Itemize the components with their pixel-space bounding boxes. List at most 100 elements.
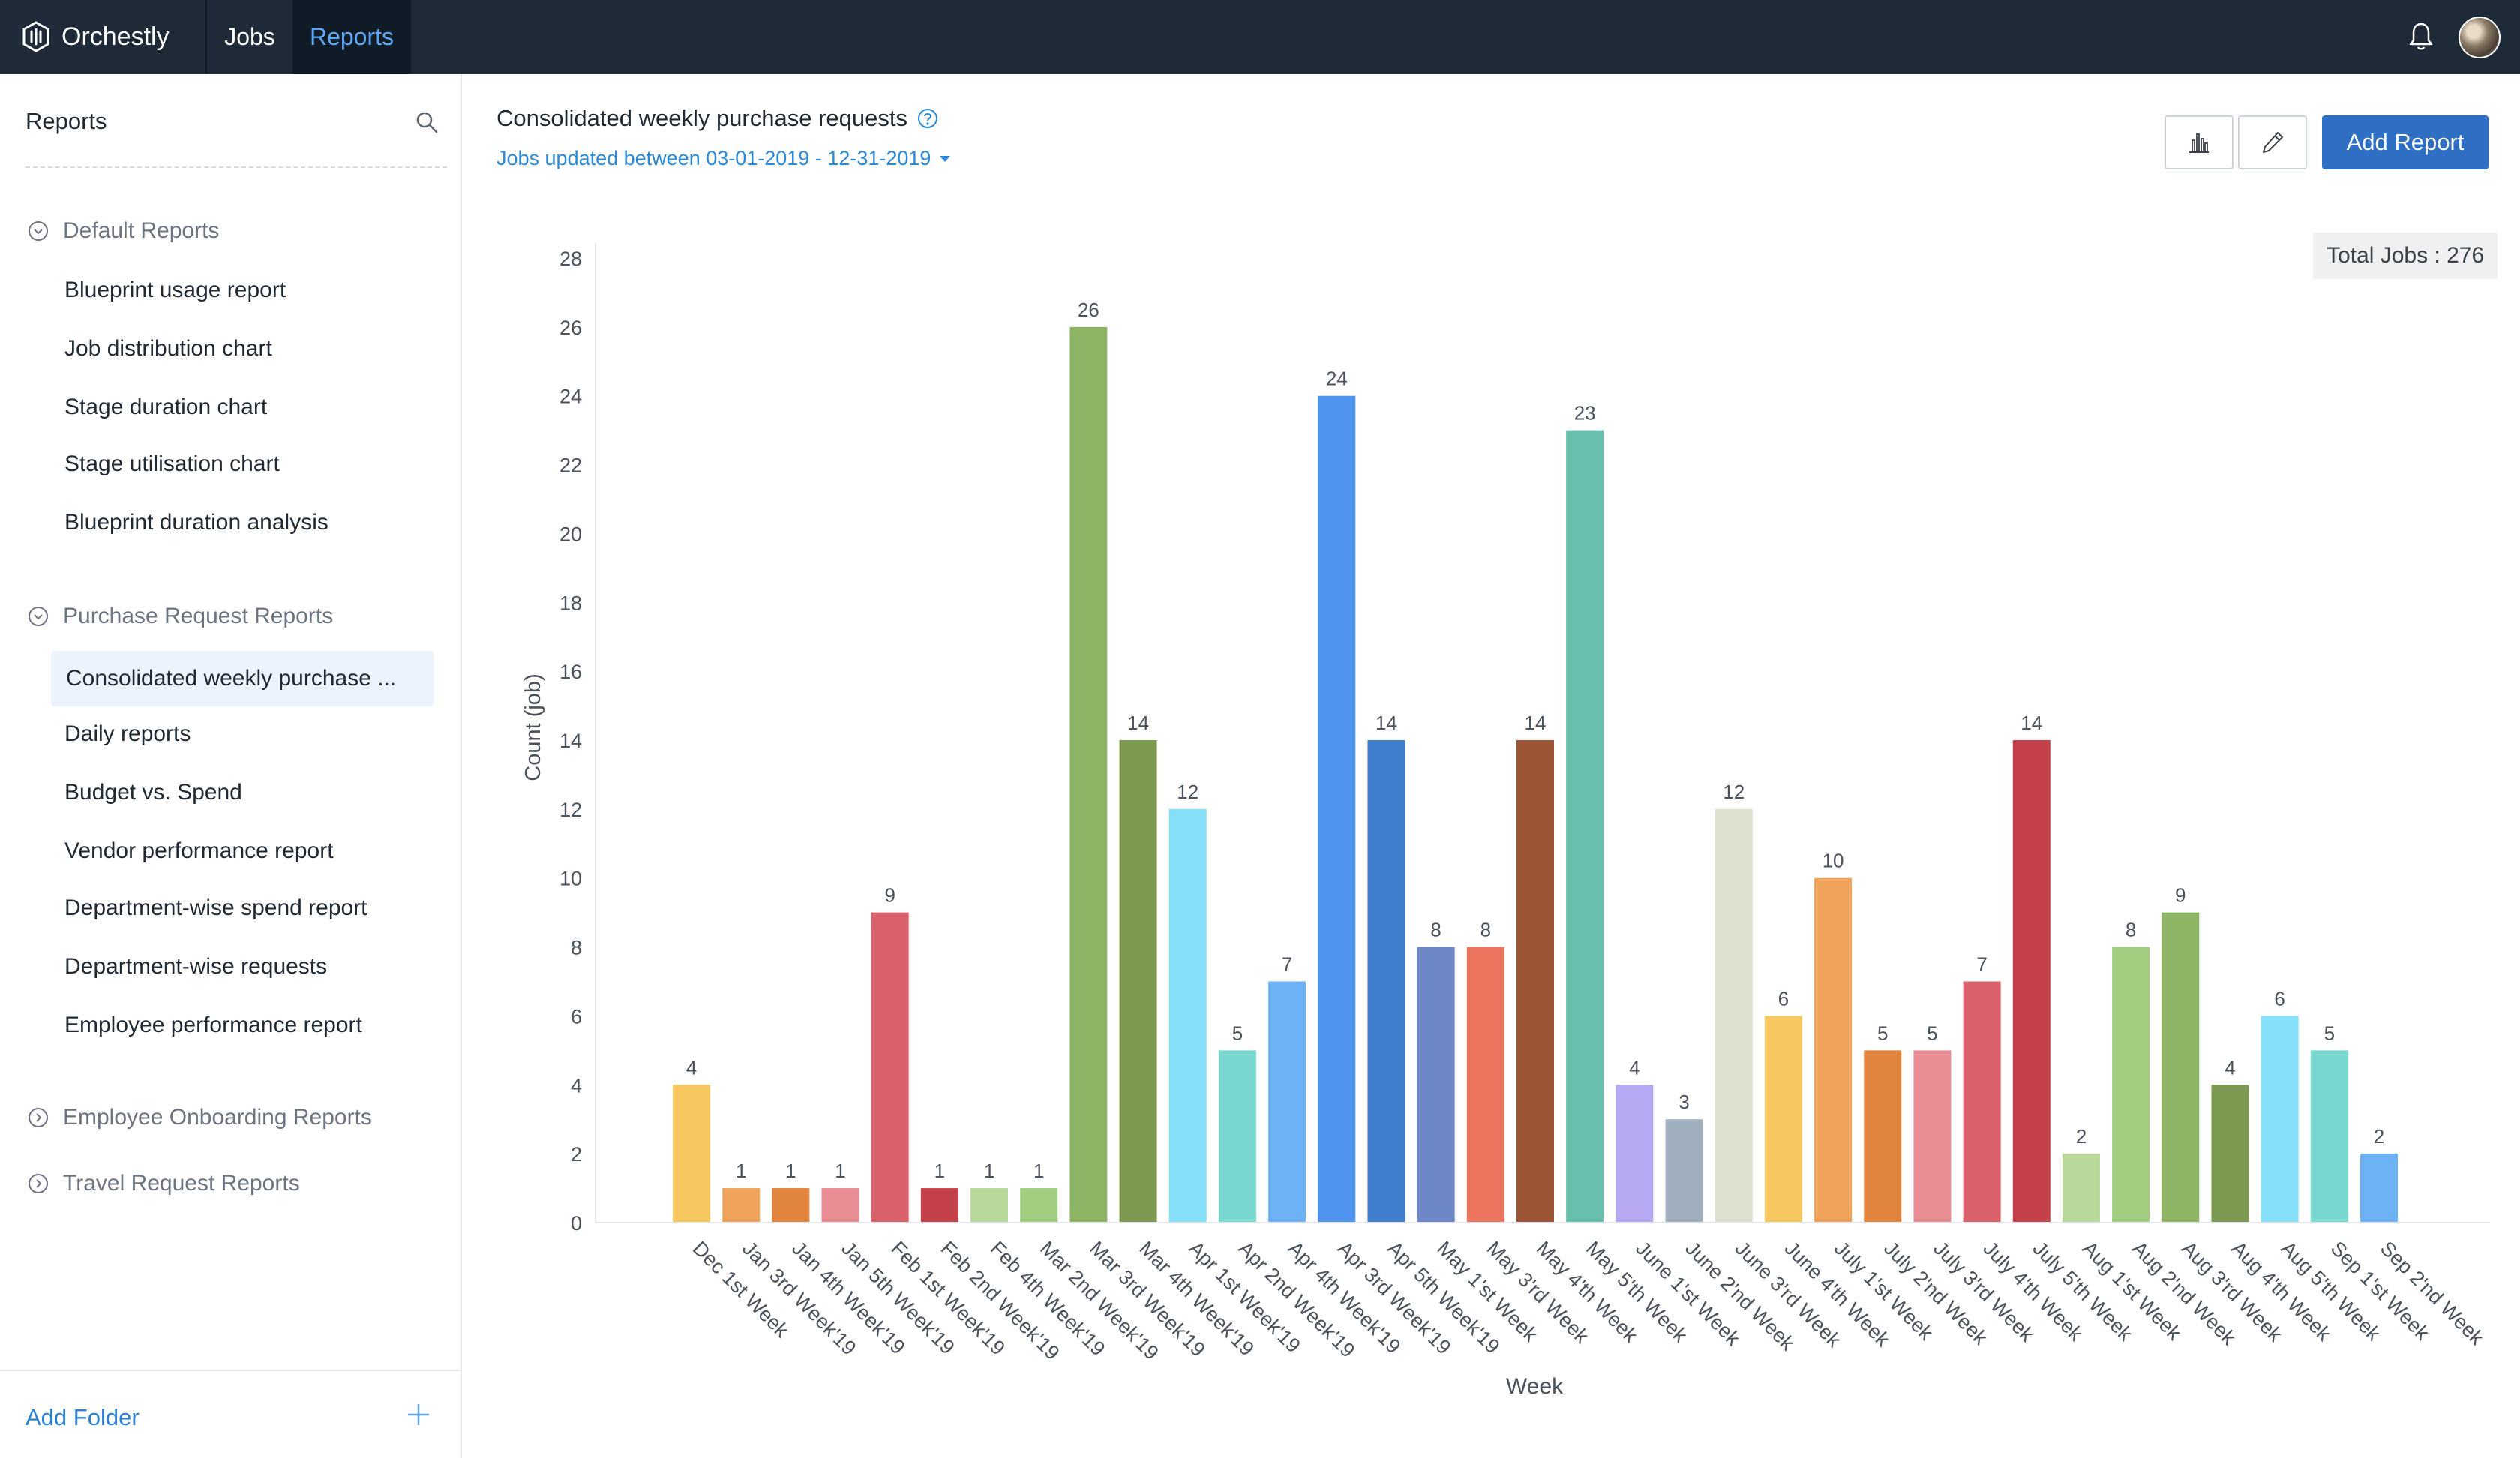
bar: [1616, 1084, 1654, 1222]
edit-report-button[interactable]: [2238, 116, 2307, 170]
data-label: 7: [1976, 953, 1987, 976]
folder-label: Default Reports: [63, 218, 220, 243]
sidebar-item-vendor-performance[interactable]: Vendor performance report: [64, 838, 334, 863]
chevron-down-circle-icon: [28, 221, 48, 241]
y-tick-label: 10: [560, 868, 582, 890]
bar: [1268, 981, 1306, 1222]
caret-down-icon: [940, 155, 951, 162]
nav-tab-jobs[interactable]: Jobs: [224, 22, 275, 50]
add-report-button[interactable]: Add Report: [2322, 116, 2488, 170]
bar: [1020, 1188, 1058, 1222]
sidebar-item-stage-duration[interactable]: Stage duration chart: [64, 394, 268, 419]
data-label: 8: [1430, 919, 1441, 941]
date-range-text: Jobs updated between 03-01-2019 - 12-31-…: [496, 147, 932, 170]
total-jobs-badge: Total Jobs : 276: [2313, 232, 2498, 279]
bar: [1665, 1119, 1703, 1222]
date-range-filter[interactable]: Jobs updated between 03-01-2019 - 12-31-…: [496, 147, 951, 170]
bar: [1516, 740, 1554, 1222]
bar: [871, 912, 909, 1222]
y-axis-label: Count (job): [521, 674, 545, 781]
data-label: 1: [934, 1160, 945, 1182]
bar: [772, 1188, 810, 1222]
bar: [2260, 1016, 2299, 1222]
folder-travel-request-reports[interactable]: Travel Request Reports: [27, 1168, 300, 1198]
bar: [1168, 808, 1207, 1222]
y-tick-label: 8: [571, 937, 582, 959]
folder-default-reports[interactable]: Default Reports: [27, 216, 219, 246]
sidebar-item-consolidated-weekly[interactable]: Consolidated weekly purchase ...: [51, 651, 434, 706]
add-folder-link[interactable]: Add Folder: [26, 1404, 140, 1430]
y-tick-label: 12: [560, 799, 582, 821]
bar: [1714, 808, 1753, 1222]
folder-label: Employee Onboarding Reports: [63, 1105, 372, 1130]
chevron-right-circle-icon: [28, 1108, 48, 1127]
bar: [1566, 430, 1604, 1222]
bar: [1814, 878, 1852, 1222]
notification-bell-icon[interactable]: [2406, 20, 2436, 52]
data-label: 5: [1877, 1022, 1888, 1044]
bar: [1318, 395, 1356, 1222]
brand[interactable]: Orchestly: [21, 0, 170, 74]
sidebar-item-blueprint-duration[interactable]: Blueprint duration analysis: [64, 510, 328, 535]
nav-tab-reports[interactable]: Reports: [292, 0, 411, 74]
data-label: 5: [1927, 1022, 1937, 1044]
sidebar-item-employee-performance[interactable]: Employee performance report: [64, 1012, 362, 1037]
y-tick-label: 2: [571, 1143, 582, 1166]
data-label: 1: [984, 1160, 994, 1182]
y-tick-label: 6: [571, 1005, 582, 1028]
chart-type-button[interactable]: [2164, 116, 2234, 170]
data-label: 1: [785, 1160, 796, 1182]
pencil-icon: [2263, 132, 2283, 153]
data-label: 5: [1232, 1022, 1243, 1044]
sidebar-item-daily-reports[interactable]: Daily reports: [64, 722, 191, 746]
sidebar-item-stage-utilisation[interactable]: Stage utilisation chart: [64, 452, 280, 476]
chevron-down-circle-icon: [28, 607, 48, 626]
y-tick-label: 24: [560, 386, 582, 408]
sidebar-item-department-requests[interactable]: Department-wise requests: [64, 954, 328, 979]
bar: [2012, 740, 2050, 1222]
bar: [821, 1188, 860, 1222]
y-tick-label: 18: [560, 592, 582, 614]
folder-employee-onboarding-reports[interactable]: Employee Onboarding Reports: [27, 1102, 372, 1132]
sidebar-item-blueprint-usage[interactable]: Blueprint usage report: [64, 278, 286, 302]
chevron-right-circle-icon: [28, 1174, 48, 1193]
data-label: 3: [1678, 1090, 1689, 1113]
data-label: 14: [1376, 712, 1397, 734]
data-label: 14: [1127, 712, 1149, 734]
y-tick-label: 28: [560, 248, 582, 270]
search-icon[interactable]: [414, 110, 440, 135]
sidebar-title: Reports: [26, 108, 107, 134]
sidebar-item-budget-vs-spend[interactable]: Budget vs. Spend: [64, 780, 242, 805]
y-tick-label: 20: [560, 523, 582, 545]
folder-purchase-request-reports[interactable]: Purchase Request Reports: [27, 602, 333, 632]
data-label: 12: [1723, 781, 1744, 803]
bar: [2310, 1050, 2348, 1222]
folder-label: Travel Request Reports: [63, 1171, 300, 1196]
bar: [2360, 1154, 2398, 1222]
user-avatar[interactable]: [2458, 16, 2500, 58]
bar: [1913, 1050, 1952, 1222]
sidebar-item-job-distribution[interactable]: Job distribution chart: [64, 336, 272, 361]
bar: [2211, 1084, 2249, 1222]
help-icon[interactable]: [916, 107, 939, 130]
sidebar-item-department-spend[interactable]: Department-wise spend report: [64, 896, 368, 920]
top-navigation-bar: Orchestly Jobs Reports: [0, 0, 2520, 74]
data-label: 8: [1480, 919, 1491, 941]
nav-divider: [206, 0, 207, 74]
data-label: 8: [2126, 919, 2136, 941]
y-tick-label: 16: [560, 661, 582, 683]
plus-icon[interactable]: [405, 1401, 432, 1428]
bar: [1070, 326, 1108, 1222]
x-axis-label: Week: [1506, 1374, 1564, 1399]
data-label: 4: [686, 1056, 697, 1078]
app-name: Orchestly: [62, 22, 170, 51]
sidebar-footer: Add Folder: [0, 1370, 460, 1458]
data-label: 9: [2175, 884, 2186, 907]
data-label: 12: [1177, 781, 1198, 803]
sidebar-divider: [26, 166, 447, 168]
data-label: 4: [1629, 1056, 1640, 1078]
